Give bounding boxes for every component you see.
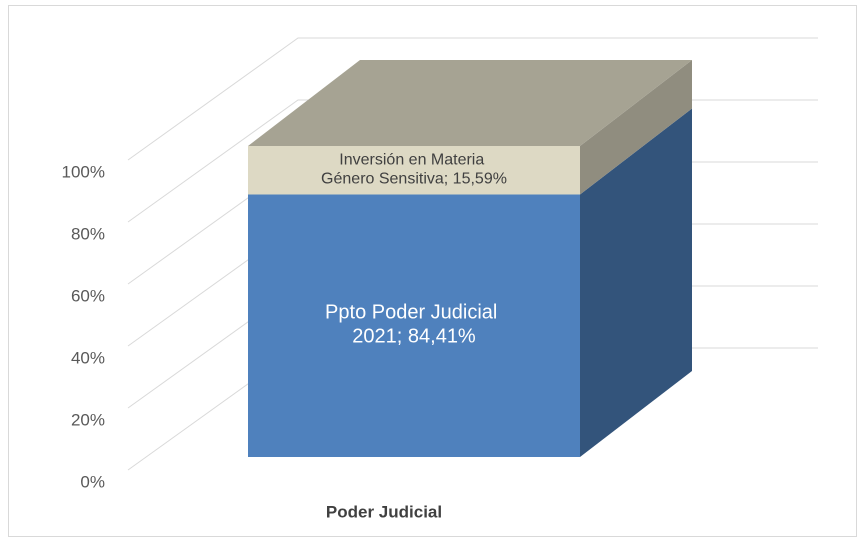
data-label-line: Género Sensitiva; 15,59%	[321, 171, 507, 188]
bar-top	[248, 60, 692, 146]
y-tick-label: 40%	[71, 348, 105, 367]
bar	[248, 146, 580, 195]
data-label: Ppto Poder Judicial 2021; 84,41%	[325, 302, 503, 348]
bar-side	[580, 108, 692, 458]
data-label-line: Inversión en Materia	[339, 152, 488, 169]
grid-line	[127, 37, 818, 161]
y-tick-label: 80%	[71, 224, 105, 243]
data-label: Inversión en Materia Género Sensitiva; 1…	[321, 152, 507, 188]
data-label-line: Ppto Poder Judicial	[325, 302, 503, 324]
x-tick-label: Poder Judicial	[326, 502, 442, 521]
y-tick-label: 0%	[80, 472, 105, 491]
data-label-line: 2021; 84,41%	[352, 326, 476, 348]
bar	[248, 194, 580, 457]
y-tick-label: 100%	[62, 162, 105, 181]
bar-side	[580, 60, 692, 195]
y-tick-label: 20%	[71, 410, 105, 429]
y-tick-label: 60%	[71, 286, 105, 305]
